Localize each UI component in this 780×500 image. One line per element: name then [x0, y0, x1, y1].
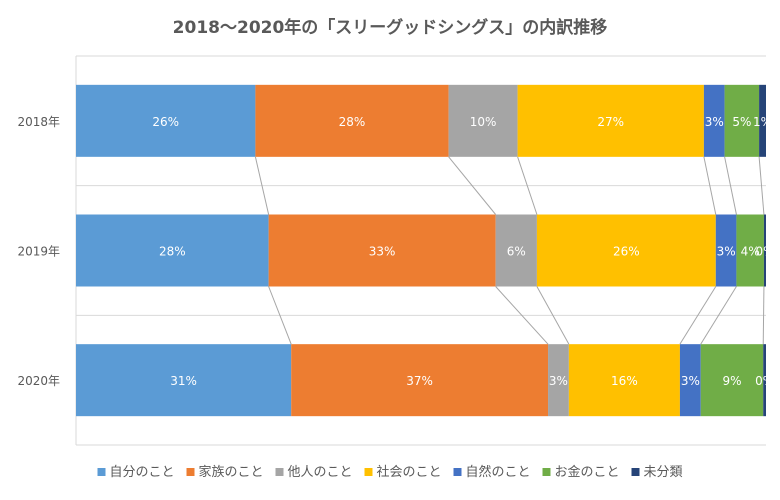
category-label: 2019年	[17, 245, 60, 259]
legend-swatch	[542, 468, 551, 476]
data-label: 3%	[681, 374, 700, 388]
chart-title: 2018～2020年の「スリーグッドシングス」の内訳推移	[173, 17, 608, 38]
bar-segment	[448, 84, 518, 157]
data-label: 3%	[549, 374, 568, 388]
series-line	[517, 156, 538, 215]
series-line	[758, 156, 765, 215]
bar-segment	[255, 84, 449, 157]
series-line	[495, 286, 549, 345]
legend-swatch	[275, 468, 284, 476]
legend-swatch	[453, 468, 462, 476]
legend-label: 社会のこと	[377, 464, 442, 480]
data-label: 31%	[170, 374, 197, 388]
data-label: 28%	[159, 245, 186, 259]
series-line	[724, 156, 737, 215]
bar-segment	[679, 344, 701, 417]
data-label: 26%	[613, 245, 640, 259]
legend-label: 自分のこと	[110, 465, 175, 480]
legend-label: 家族のこと	[199, 464, 264, 480]
data-label: 28%	[339, 115, 366, 129]
series-line	[268, 286, 292, 345]
bar-segment	[76, 344, 292, 417]
bar-segment	[76, 214, 269, 287]
data-label: 16%	[611, 374, 638, 388]
legend-swatch	[364, 468, 373, 476]
legend-label: お金のこと	[555, 464, 620, 480]
series-line	[448, 156, 497, 215]
bar-segment	[76, 84, 256, 157]
bar-segment	[724, 84, 760, 157]
bar-segment	[495, 214, 537, 287]
data-label: 3%	[705, 115, 724, 129]
bar-segment	[536, 214, 716, 287]
bar-segment	[763, 214, 766, 287]
legend-swatch	[186, 468, 195, 476]
legend-label: 自然のこと	[466, 464, 531, 480]
bar-segment	[715, 214, 737, 287]
data-label: 6%	[507, 245, 526, 259]
series-line	[700, 286, 737, 345]
series-line	[536, 286, 570, 345]
bar-segment	[548, 344, 569, 417]
data-label: 10%	[470, 115, 497, 129]
bar-segment	[703, 84, 725, 157]
data-label: 0%	[755, 245, 774, 259]
legend-swatch	[631, 468, 640, 476]
bar-segment	[568, 344, 680, 417]
category-labels: 2018年 2019年 2020年	[17, 115, 60, 388]
bar-segment	[268, 214, 496, 287]
data-label: 26%	[152, 115, 179, 129]
category-label: 2020年	[17, 374, 60, 388]
bar-segment	[517, 84, 704, 157]
legend-label: 他人のこと	[288, 465, 353, 480]
bar-segment	[759, 84, 766, 157]
series-line	[762, 286, 765, 345]
legend: 自分のこと 家族のこと 他人のこと 社会のこと 自然のこと お金のこと 未分類	[97, 464, 683, 480]
legend-swatch	[97, 468, 106, 476]
category-label: 2018年	[17, 115, 60, 129]
data-label: 33%	[369, 245, 396, 259]
data-label: 3%	[717, 245, 736, 259]
bar-segment	[763, 344, 766, 417]
bars	[76, 84, 766, 417]
data-label: 37%	[406, 374, 433, 388]
bar-segment	[736, 214, 764, 287]
data-label: 9%	[722, 374, 741, 388]
data-label: 5%	[732, 115, 751, 129]
series-lines	[254, 156, 765, 345]
bar-segment	[700, 344, 764, 417]
data-label: 4%	[741, 245, 760, 259]
series-line	[254, 156, 270, 215]
data-labels: 26% 28% 10% 27% 3% 5% 1%28% 33% 6% 26% 3% 4%0%31% 37…	[152, 115, 774, 388]
data-label: 27%	[597, 115, 624, 129]
data-label: 1%	[753, 115, 772, 129]
series-line	[703, 156, 717, 215]
series-line	[679, 286, 717, 345]
legend-label: 未分類	[644, 465, 683, 480]
data-label: 0%	[755, 374, 774, 388]
bar-segment	[291, 344, 549, 417]
